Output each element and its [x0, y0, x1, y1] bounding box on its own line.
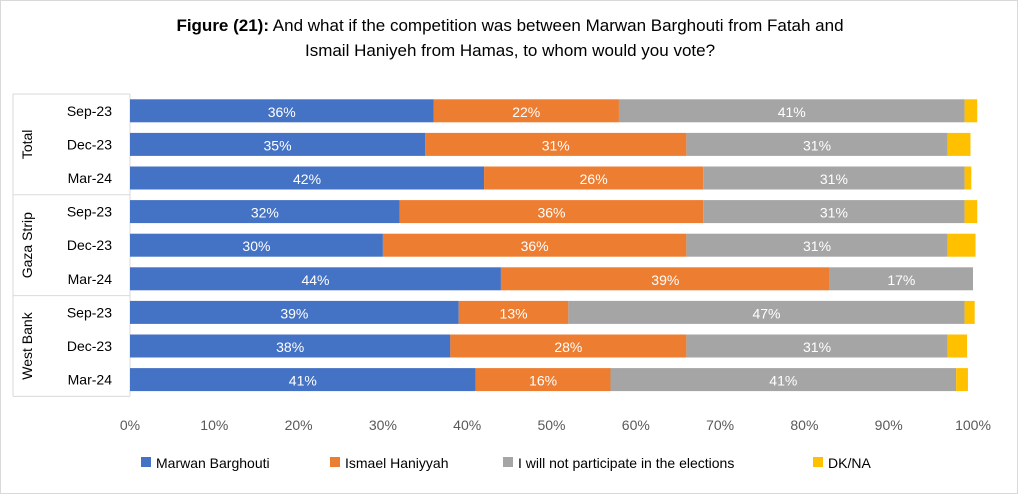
category-label: Dec-23 — [67, 338, 112, 354]
data-label: 41% — [778, 104, 806, 120]
title-line-1: And what if the competition was between … — [269, 16, 844, 35]
bar-segment-2 — [686, 233, 948, 257]
data-label: 44% — [301, 272, 329, 288]
data-label: 26% — [580, 171, 608, 187]
bar-segment-2 — [703, 200, 965, 224]
bar-segment-2 — [686, 132, 948, 156]
bar-segment-1 — [399, 200, 704, 224]
data-label: 22% — [512, 104, 540, 120]
category-label: Mar-24 — [68, 170, 113, 186]
bar-segment-3 — [964, 166, 972, 190]
category-label: Sep-23 — [67, 204, 112, 220]
bar-segment-0 — [130, 99, 434, 123]
bar-segment-0 — [130, 166, 485, 190]
data-label: 31% — [820, 171, 848, 187]
bar-segment-0 — [130, 368, 476, 392]
data-label: 31% — [803, 137, 831, 153]
legend-swatch-0 — [141, 457, 151, 467]
x-tick-label: 10% — [200, 417, 228, 433]
category-label: Mar-24 — [68, 372, 113, 388]
bar-segment-3 — [947, 233, 976, 257]
data-label: 30% — [242, 238, 270, 254]
x-tick-label: 0% — [120, 417, 140, 433]
bar-segment-1 — [433, 99, 619, 123]
group-label-0: Total — [19, 130, 35, 160]
category-label: Sep-23 — [67, 304, 112, 320]
bar-segment-0 — [130, 267, 501, 291]
data-label: 42% — [293, 171, 321, 187]
bar-segment-2 — [610, 368, 957, 392]
data-label: 36% — [537, 205, 565, 221]
bar-segment-3 — [964, 200, 978, 224]
data-label: 36% — [268, 104, 296, 120]
legend-swatch-2 — [503, 457, 513, 467]
bar-segment-2 — [703, 166, 965, 190]
x-tick-label: 30% — [369, 417, 397, 433]
bar-segment-1 — [458, 300, 569, 324]
bar-segment-2 — [829, 267, 973, 291]
data-label: 13% — [500, 305, 528, 321]
legend-label-0: Marwan Barghouti — [156, 455, 270, 471]
x-tick-label: 100% — [955, 417, 991, 433]
title-prefix: Figure (21): — [176, 16, 269, 35]
x-tick-label: 70% — [706, 417, 734, 433]
legend-label-3: DK/NA — [828, 455, 871, 471]
x-tick-label: 20% — [285, 417, 313, 433]
data-label: 31% — [803, 238, 831, 254]
bar-segment-1 — [382, 233, 687, 257]
bar-segment-1 — [475, 368, 611, 392]
x-tick-label: 80% — [790, 417, 818, 433]
group-label-1: Gaza Strip — [19, 212, 35, 278]
bar-segment-0 — [130, 334, 451, 358]
category-label: Dec-23 — [67, 136, 112, 152]
bar-segment-0 — [130, 200, 400, 224]
title-line-2: Ismail Haniyeh from Hamas, to whom would… — [304, 41, 716, 60]
bar-segment-3 — [947, 132, 971, 156]
bar-segment-0 — [130, 132, 426, 156]
bar-segment-3 — [964, 99, 978, 123]
legend-label-2: I will not participate in the elections — [518, 455, 734, 471]
data-label: 41% — [289, 373, 317, 389]
x-tick-label: 60% — [622, 417, 650, 433]
bar-segment-3 — [956, 368, 968, 392]
category-label: Dec-23 — [67, 237, 112, 253]
x-tick-label: 90% — [875, 417, 903, 433]
x-tick-label: 50% — [537, 417, 565, 433]
bar-segment-2 — [686, 334, 948, 358]
data-label: 38% — [276, 339, 304, 355]
chart-title: Figure (21): And what if the competition… — [1, 13, 1018, 63]
data-label: 39% — [280, 305, 308, 321]
data-label: 32% — [251, 205, 279, 221]
bar-segment-1 — [450, 334, 687, 358]
bar-segment-1 — [484, 166, 704, 190]
group-label-2: West Bank — [19, 311, 35, 379]
bar-segment-0 — [130, 233, 383, 257]
legend-swatch-3 — [813, 457, 823, 467]
data-label: 39% — [651, 272, 679, 288]
data-label: 41% — [769, 373, 797, 389]
data-label: 31% — [803, 339, 831, 355]
data-label: 16% — [529, 373, 557, 389]
data-label: 17% — [887, 272, 915, 288]
data-label: 31% — [542, 137, 570, 153]
category-label: Sep-23 — [67, 103, 112, 119]
legend-label-1: Ismael Haniyyah — [345, 455, 449, 471]
bar-segment-2 — [618, 99, 965, 123]
bar-segment-3 — [964, 300, 975, 324]
bar-segment-1 — [500, 267, 830, 291]
bar-segment-0 — [130, 300, 459, 324]
data-label: 28% — [554, 339, 582, 355]
bar-segment-1 — [425, 132, 687, 156]
data-label: 31% — [820, 205, 848, 221]
x-tick-label: 40% — [453, 417, 481, 433]
bar-segment-3 — [947, 334, 968, 358]
data-label: 47% — [752, 305, 780, 321]
category-label: Mar-24 — [68, 271, 113, 287]
legend-swatch-1 — [330, 457, 340, 467]
bar-segment-2 — [568, 300, 965, 324]
data-label: 35% — [264, 137, 292, 153]
data-label: 36% — [521, 238, 549, 254]
